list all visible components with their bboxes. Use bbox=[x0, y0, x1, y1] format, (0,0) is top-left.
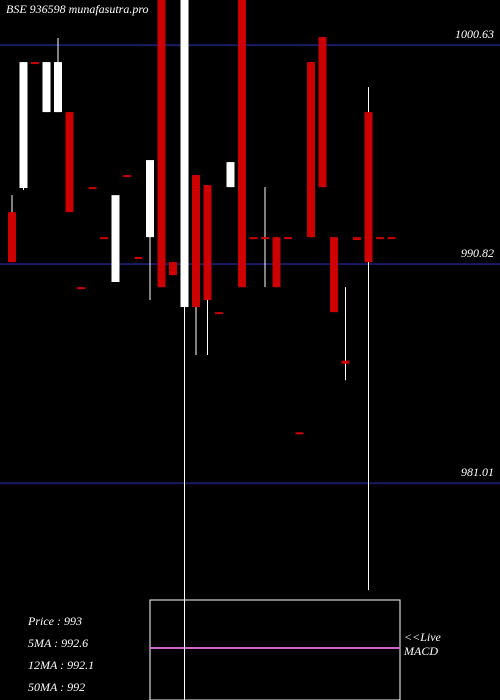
annotation: 12MA : 992.1 bbox=[28, 658, 94, 672]
macd-box bbox=[149, 599, 401, 700]
candle-body bbox=[203, 185, 212, 301]
candle-body bbox=[307, 62, 315, 238]
candle-body bbox=[134, 257, 143, 260]
candle-body bbox=[295, 432, 304, 435]
live-label: <<Live bbox=[404, 630, 442, 644]
candle-body bbox=[111, 195, 120, 283]
candle-body bbox=[341, 360, 350, 364]
candle-body bbox=[146, 160, 154, 238]
candle-body bbox=[169, 262, 177, 276]
candle-body bbox=[100, 237, 108, 240]
candle-body bbox=[54, 62, 62, 113]
candle-body bbox=[261, 237, 269, 240]
candle-body bbox=[77, 287, 85, 290]
y-tick-label: 1000.63 bbox=[455, 27, 494, 41]
candle-body bbox=[226, 162, 235, 188]
annotation: 5MA : 992.6 bbox=[28, 636, 88, 650]
annotation: Price : 993 bbox=[27, 614, 82, 628]
y-tick-label: 981.01 bbox=[461, 465, 494, 479]
candle-body bbox=[8, 212, 16, 263]
candle-body bbox=[330, 237, 338, 313]
candle-body bbox=[157, 0, 166, 288]
annotation: 50MA : 992 bbox=[28, 680, 85, 694]
candle-body bbox=[180, 0, 189, 308]
candle-body bbox=[272, 237, 281, 288]
candle-body bbox=[42, 62, 51, 113]
candle-body bbox=[284, 237, 292, 240]
candle-body bbox=[192, 175, 200, 308]
candle-body bbox=[249, 237, 258, 240]
candle-body bbox=[238, 0, 246, 288]
candle-body bbox=[88, 187, 97, 190]
candle-body bbox=[318, 37, 327, 188]
candle-body bbox=[353, 237, 361, 241]
chart-title: BSE 936598 munafasutra.pro bbox=[6, 2, 149, 16]
candle-body bbox=[31, 62, 39, 65]
y-tick-label: 990.82 bbox=[461, 246, 494, 260]
candle-body bbox=[387, 237, 396, 240]
candle-body bbox=[215, 312, 223, 315]
candle-body bbox=[364, 112, 373, 263]
candle-body bbox=[123, 175, 131, 178]
live-label: MACD bbox=[403, 644, 438, 658]
candle-body bbox=[376, 237, 384, 240]
candle-body bbox=[65, 112, 74, 213]
candle-body bbox=[19, 62, 28, 189]
